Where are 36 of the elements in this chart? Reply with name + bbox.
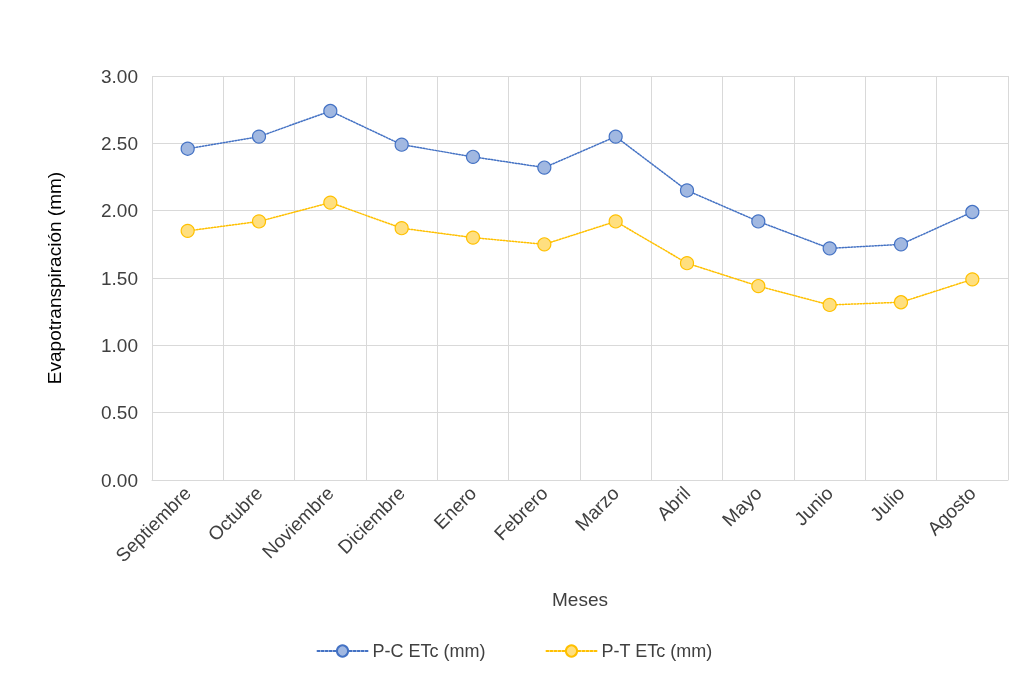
point — [537, 160, 552, 175]
y-tick-label: 2.50 — [101, 132, 138, 154]
y-tick-label: 0.00 — [101, 469, 138, 491]
point — [608, 214, 623, 229]
point — [180, 141, 195, 156]
point — [323, 103, 338, 119]
point — [465, 149, 481, 164]
point — [679, 183, 695, 198]
point — [893, 237, 909, 252]
point — [893, 295, 909, 310]
point — [251, 129, 267, 144]
y-tick-label: 1.00 — [101, 334, 138, 356]
y-tick-label: 0.50 — [101, 402, 138, 424]
point — [965, 272, 980, 287]
point — [251, 214, 267, 229]
x-tick-label: Julio — [865, 482, 909, 526]
point — [751, 214, 766, 229]
point — [822, 241, 837, 256]
y-tick-label: 2.00 — [101, 200, 138, 222]
point — [751, 278, 766, 294]
point — [465, 230, 481, 245]
y-axis-title: Evapotranspiración (mm) — [44, 171, 65, 385]
point — [822, 297, 837, 313]
y-tick-label: 1.50 — [101, 267, 138, 289]
legend-label: P-C ETc (mm) — [372, 641, 486, 661]
point — [323, 195, 338, 210]
point — [537, 237, 552, 252]
point — [679, 256, 695, 271]
point — [394, 137, 409, 152]
point — [608, 129, 623, 144]
y-tick-label: 3.00 — [101, 65, 138, 87]
point — [180, 223, 195, 238]
point — [394, 221, 409, 236]
x-axis-title: Meses — [552, 589, 608, 610]
point — [965, 204, 980, 220]
legend-label: P-T ETc (mm) — [601, 641, 713, 661]
